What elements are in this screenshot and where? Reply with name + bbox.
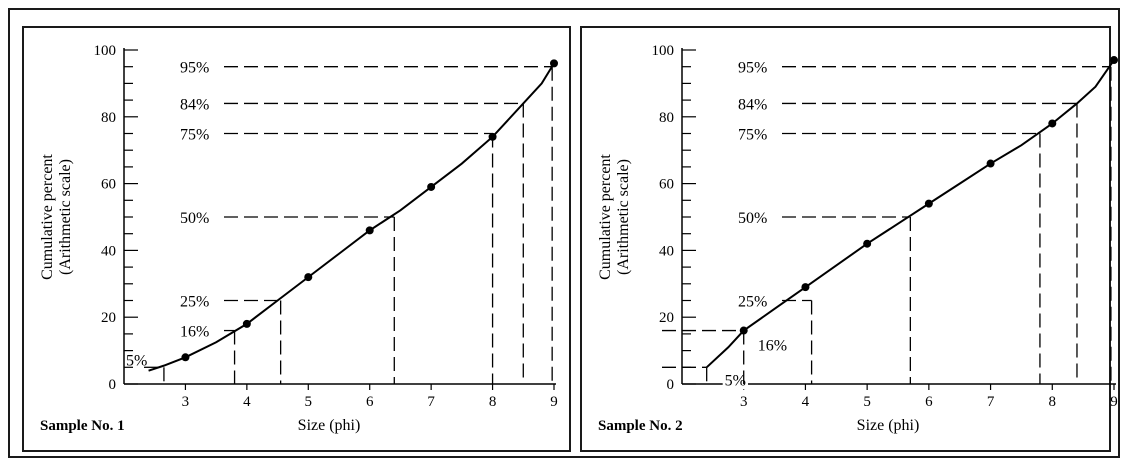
data-point (739, 326, 748, 335)
y-tick-label: 100 (652, 43, 675, 59)
y-axis-subtitle: (Arithmetic scale) (615, 159, 632, 275)
y-tick-label: 100 (94, 43, 117, 59)
percentile-label-bg (736, 126, 770, 144)
data-point (181, 353, 190, 362)
percentile-label-bg (736, 210, 770, 227)
y-axis-title: Cumulative percent (597, 154, 614, 280)
percentile-label-bg (736, 293, 770, 311)
data-point (1110, 56, 1118, 65)
y-tick-label: 40 (659, 243, 674, 259)
sample-label: Sample No. 2 (598, 418, 683, 434)
percentile-label-bg (755, 337, 790, 355)
x-tick-label: 3 (182, 394, 190, 410)
x-tick-label: 4 (243, 394, 251, 410)
percentile-label: 25% (180, 294, 209, 311)
chart-panel-sample-1: 0 20 40 60 80 100 3 4 5 6 7 8 9 Size (phi) Cumulative … (22, 26, 571, 452)
y-tick-label: 60 (101, 177, 116, 193)
chart-sample-2: 0 20 40 60 80 100 3 4 5 6 7 8 9 Size (phi) Cumulative … (597, 43, 1118, 434)
chart-panel-sample-2: 0 20 40 60 80 100 3 4 5 6 7 8 9 Size (phi) Cumulative … (580, 26, 1118, 452)
x-tick-label: 6 (925, 394, 933, 410)
y-axis-subtitle: (Arithmetic scale) (57, 159, 74, 275)
percentile-label-bg (178, 323, 212, 341)
percentile-label-bg (736, 59, 770, 77)
y-tick-label: 80 (659, 110, 674, 126)
y-tick-label: 40 (101, 243, 116, 259)
percentile-label: 16% (758, 338, 787, 355)
percentile-label-bg (178, 126, 212, 144)
percentile-label: 84% (180, 96, 209, 113)
data-point (242, 319, 251, 328)
percentile-label-bg (178, 293, 212, 311)
x-tick-label: 7 (987, 394, 995, 410)
data-point (863, 239, 872, 248)
figure-frame (8, 8, 1120, 458)
x-tick-label: 5 (863, 394, 871, 410)
y-tick-label: 20 (659, 310, 674, 326)
data-point (488, 132, 497, 141)
data-point (427, 182, 436, 191)
sample-label: Sample No. 1 (40, 418, 125, 434)
percentile-label: 25% (738, 294, 767, 311)
data-point (924, 199, 933, 208)
percentile-label: 75% (738, 127, 767, 144)
x-tick-label: 5 (305, 394, 313, 410)
x-tick-label: 8 (489, 394, 497, 410)
x-axis-title: Size (phi) (857, 417, 920, 434)
percentile-label: 50% (180, 210, 209, 227)
data-point (365, 226, 374, 235)
x-tick-label: 3 (740, 394, 748, 410)
percentile-label: 5% (725, 372, 746, 389)
percentile-label: 75% (180, 127, 209, 144)
y-axis-title: Cumulative percent (39, 154, 56, 280)
x-axis-title: Size (phi) (298, 417, 361, 434)
cumulative-curve (706, 59, 1115, 369)
chart-sample-1: 0 20 40 60 80 100 3 4 5 6 7 8 9 Size (phi) Cumulative … (39, 43, 558, 434)
x-tick-label: 8 (1049, 394, 1057, 410)
data-point (1048, 119, 1057, 128)
y-tick-label: 20 (101, 310, 116, 326)
percentile-label: 84% (738, 96, 767, 113)
y-tick-label: 80 (101, 110, 116, 126)
x-tick-label: 6 (366, 394, 374, 410)
y-tick-label: 60 (659, 177, 674, 193)
percentile-label-bg (736, 96, 770, 114)
x-tick-label: 4 (802, 394, 810, 410)
percentile-label-bg (722, 372, 749, 390)
cumulative-curve (148, 62, 555, 372)
x-tick-label: 7 (427, 394, 435, 410)
y-tick-label: 0 (667, 377, 675, 393)
data-point (304, 273, 313, 282)
data-point (550, 59, 558, 68)
percentile-label: 95% (180, 60, 209, 77)
percentile-label: 95% (738, 60, 767, 77)
percentile-label: 50% (738, 210, 767, 227)
percentile-label-bg (178, 59, 212, 77)
data-point (986, 159, 995, 168)
x-tick-label: 9 (550, 394, 558, 410)
data-point (801, 283, 810, 292)
percentile-label-bg (178, 210, 212, 227)
percentile-label-bg (178, 96, 212, 114)
percentile-label: 5% (126, 352, 147, 369)
percentile-label: 16% (180, 324, 209, 341)
x-tick-label: 9 (1110, 394, 1118, 410)
y-tick-label: 0 (109, 377, 117, 393)
